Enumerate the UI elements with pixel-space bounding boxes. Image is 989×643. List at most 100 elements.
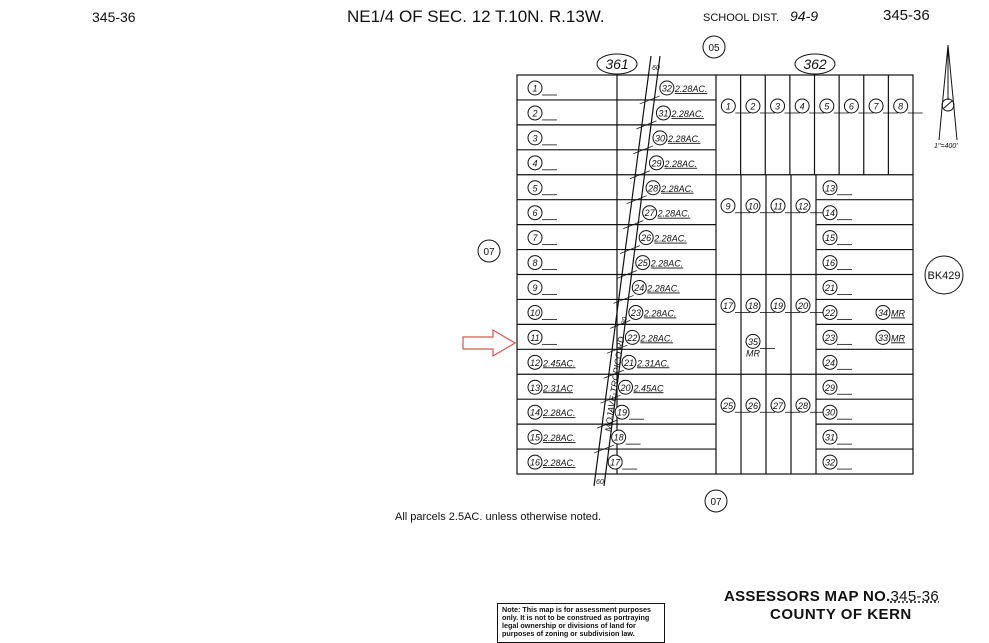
- lot-number: 14: [530, 408, 540, 418]
- lot-12[interactable]: 12: [795, 198, 825, 214]
- lot-25[interactable]: 25: [720, 397, 750, 413]
- lot-circle: [822, 404, 838, 420]
- lot-22[interactable]: 22 2.28AC.: [624, 329, 673, 345]
- lot-circle: [794, 98, 810, 114]
- school-district-label: SCHOOL DIST.: [703, 12, 779, 24]
- lot-number: 4: [532, 158, 537, 168]
- adjacent-top-label[interactable]: 05: [708, 43, 720, 54]
- disclaimer-text: Note: This map is for assessment purpose…: [502, 605, 651, 638]
- adjacent-left-label[interactable]: 07: [483, 247, 495, 258]
- lot-10[interactable]: 10: [745, 198, 775, 214]
- lot-number: 9: [532, 283, 537, 293]
- lot-12[interactable]: 12 2.45AC.: [527, 354, 576, 370]
- lot-circle: [635, 255, 651, 271]
- lot-34[interactable]: 34 MR: [875, 304, 905, 320]
- lot-24[interactable]: 24: [822, 354, 852, 370]
- lot-circle: [822, 454, 838, 470]
- lot-29[interactable]: 29 2.28AC.: [649, 155, 698, 171]
- lot-32[interactable]: 32 2.28AC.: [659, 80, 708, 96]
- lot-26[interactable]: 26: [745, 397, 775, 413]
- lot-32[interactable]: 32: [822, 454, 852, 470]
- lot-28[interactable]: 28 2.28AC.: [645, 180, 694, 196]
- lot-29[interactable]: 29: [822, 379, 852, 395]
- lot-28[interactable]: 28: [795, 397, 825, 413]
- lot-9[interactable]: 9: [720, 198, 750, 214]
- lot-11[interactable]: 11: [527, 329, 557, 345]
- lot-circle: [745, 333, 761, 349]
- lot-circle: [611, 429, 627, 445]
- road-tick: [623, 220, 644, 229]
- lot-14[interactable]: 14 2.28AC.: [527, 404, 576, 420]
- lot-acreage: 2.45AC.: [542, 358, 576, 368]
- lot-26[interactable]: 26 2.28AC.: [638, 230, 687, 246]
- lot-9[interactable]: 9: [527, 280, 557, 295]
- lot-acreage: 2.28AC.: [670, 109, 704, 119]
- lot-1[interactable]: 1: [720, 98, 751, 114]
- lot-25[interactable]: 25 2.28AC.: [635, 255, 684, 271]
- lot-22[interactable]: 22: [822, 304, 852, 320]
- book-label[interactable]: BK429: [927, 270, 960, 282]
- lot-3[interactable]: 3: [527, 130, 557, 146]
- lot-circle: [527, 80, 543, 96]
- lot-circle: [720, 397, 736, 413]
- lot-19[interactable]: 19: [770, 298, 800, 313]
- lot-3[interactable]: 3: [770, 98, 800, 114]
- lot-number: 15: [530, 433, 541, 443]
- lot-30[interactable]: 30 2.28AC.: [652, 130, 701, 146]
- lot-17[interactable]: 17: [607, 454, 638, 470]
- lot-24[interactable]: 24 2.28AC.: [631, 280, 680, 295]
- lot-30[interactable]: 30: [822, 404, 852, 420]
- lot-27[interactable]: 27: [770, 397, 800, 413]
- lot-5[interactable]: 5: [819, 98, 849, 114]
- lot-number: 29: [651, 158, 662, 168]
- lot-31[interactable]: 31 2.28AC.: [655, 105, 704, 121]
- lot-15[interactable]: 15 2.28AC.: [527, 429, 576, 445]
- road-mojave-tropico[interactable]: [593, 55, 661, 487]
- lot-4[interactable]: 4: [794, 98, 825, 114]
- lot-2[interactable]: 2: [745, 98, 775, 114]
- lot-23[interactable]: 23: [822, 329, 852, 345]
- lot-18[interactable]: 18: [611, 429, 641, 445]
- lot-acreage: 2.45AC: [633, 383, 665, 393]
- lot-35[interactable]: 35: [745, 333, 775, 349]
- lot-7[interactable]: 7: [527, 230, 557, 246]
- lot-4[interactable]: 4: [527, 155, 557, 171]
- lot-13[interactable]: 13 2.31AC: [527, 379, 574, 395]
- lot-16[interactable]: 16 2.28AC.: [527, 454, 576, 470]
- lot-6[interactable]: 6: [843, 98, 874, 114]
- lot-number: 2: [531, 108, 537, 118]
- lot-8[interactable]: 8: [893, 98, 923, 114]
- adjacent-bottom-label[interactable]: 07: [710, 497, 722, 508]
- lot-19[interactable]: 19: [614, 404, 645, 420]
- lot-31[interactable]: 31: [822, 429, 852, 445]
- adjacent-left-circle: [477, 239, 501, 263]
- lot-15[interactable]: 15: [822, 230, 852, 246]
- lot-number: 3: [532, 133, 537, 143]
- lot-20[interactable]: 20 2.45AC: [618, 379, 665, 395]
- lot-10[interactable]: 10: [527, 304, 557, 320]
- lot-circle: [745, 397, 761, 413]
- lot-21[interactable]: 21 2.31AC.: [621, 354, 670, 370]
- lot-5[interactable]: 5: [527, 180, 557, 196]
- lot-6[interactable]: 6: [527, 205, 557, 221]
- lot-18[interactable]: 18: [745, 298, 775, 313]
- lot-8[interactable]: 8: [527, 255, 557, 271]
- lot-1[interactable]: 1: [527, 80, 557, 96]
- road-tick: [626, 195, 647, 205]
- lot-17[interactable]: 17: [720, 298, 750, 313]
- lot-7[interactable]: 7: [868, 98, 899, 114]
- lot-27[interactable]: 27 2.28AC.: [642, 205, 691, 221]
- lot-33[interactable]: 33 MR: [875, 329, 905, 345]
- lot-13[interactable]: 13: [822, 180, 852, 196]
- lot-16[interactable]: 16: [822, 255, 852, 271]
- lot-23[interactable]: 23 2.28AC.: [628, 304, 677, 320]
- lot-11[interactable]: 11: [770, 198, 800, 214]
- lot-2[interactable]: 2: [527, 105, 557, 121]
- lot-number: 11: [773, 201, 782, 211]
- lot-21[interactable]: 21: [822, 280, 852, 295]
- lot-20[interactable]: 20: [795, 298, 825, 313]
- lot-acreage: MR: [891, 308, 905, 318]
- lot-14[interactable]: 14: [822, 205, 852, 221]
- lot-circle: [607, 454, 623, 470]
